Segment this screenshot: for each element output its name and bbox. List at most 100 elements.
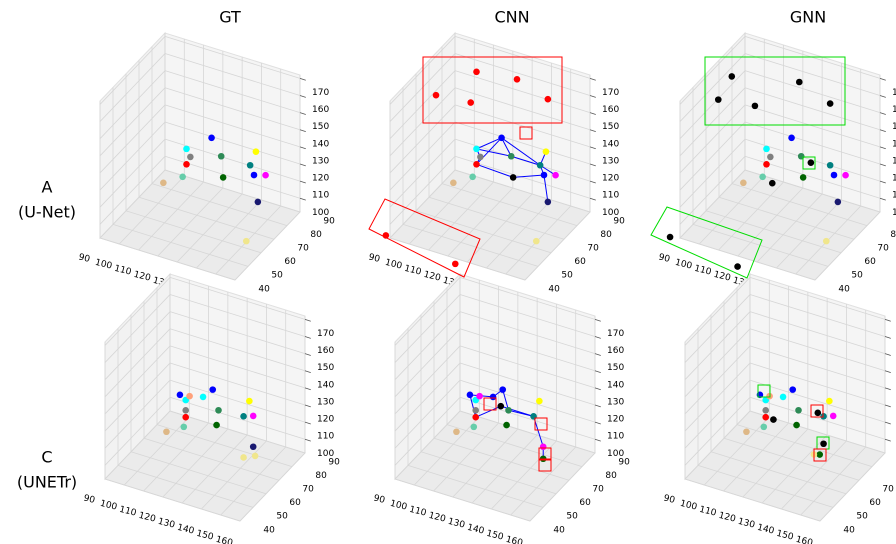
grid-line (684, 397, 751, 466)
z-tick-label: 170 (317, 329, 334, 339)
edge (513, 174, 545, 178)
x-tick-label: 160 (795, 535, 814, 544)
grid-line (684, 362, 751, 432)
grid-line (394, 362, 461, 432)
point (816, 451, 824, 458)
grid-line (169, 328, 306, 372)
tick-mark (299, 95, 306, 98)
grid-line (164, 36, 301, 79)
z-tick-label: 130 (317, 397, 334, 407)
panel: 9010011012013014015016040506070809010011… (657, 31, 896, 308)
grid-line (749, 328, 886, 372)
grid-line (684, 311, 751, 380)
x-tick-label: 110 (118, 505, 137, 519)
point (473, 68, 480, 76)
grid-line (162, 428, 229, 498)
grid-line (452, 428, 519, 498)
point (498, 134, 505, 142)
z-tick-label: 110 (602, 191, 619, 201)
z-tick-label: 160 (892, 105, 896, 115)
point (728, 73, 736, 80)
grid-line (169, 396, 306, 440)
grid-line (220, 446, 287, 516)
grid-line (164, 53, 301, 96)
z-tick-label: 140 (317, 380, 334, 390)
tick-mark (884, 353, 891, 356)
panel: 9010011012013014015016040506070809010011… (662, 272, 896, 544)
point (472, 413, 480, 421)
z-tick-label: 160 (602, 105, 619, 115)
grid-line (181, 434, 248, 504)
grid-line (143, 437, 280, 481)
tick-mark (884, 421, 891, 425)
grid-line (679, 104, 746, 174)
x-tick-label: 90 (662, 493, 676, 506)
z-tick-label: 100 (892, 208, 896, 218)
tick-mark (589, 78, 596, 81)
y-tick-label: 70 (587, 244, 599, 254)
highlight-box (534, 417, 548, 431)
point (544, 95, 552, 103)
point (252, 148, 260, 155)
grid-line (486, 199, 552, 269)
point (489, 393, 497, 401)
grid-line (196, 199, 262, 269)
point (250, 171, 258, 179)
point (797, 152, 805, 160)
grid-line (679, 156, 746, 225)
tick-mark (594, 370, 601, 373)
grid-line (731, 183, 868, 226)
z-tick-label: 110 (317, 432, 334, 442)
y-tick-label: 70 (592, 485, 604, 495)
grid-line (169, 277, 306, 320)
point (814, 409, 822, 417)
tick-mark (879, 95, 886, 98)
point (476, 392, 483, 400)
point (507, 152, 515, 160)
grid-line (143, 422, 209, 492)
point (467, 99, 475, 106)
grid-line (459, 328, 596, 372)
grid-line (705, 210, 842, 254)
point (795, 78, 803, 86)
point (499, 386, 507, 393)
point (793, 421, 800, 429)
point (768, 179, 776, 187)
grid-line (744, 87, 881, 131)
grid-line (819, 452, 886, 522)
grid-line (744, 70, 881, 114)
edge (502, 389, 509, 411)
z-tick-label: 100 (602, 208, 619, 218)
tick-mark (589, 163, 596, 167)
grid-line (123, 416, 190, 486)
point (505, 406, 512, 414)
point (799, 174, 807, 181)
x-tick-label: 150 (195, 529, 214, 543)
grid-line (684, 379, 751, 449)
grid-line (118, 175, 185, 245)
point (246, 397, 253, 405)
grid-line (710, 451, 847, 495)
tick-mark (589, 180, 596, 184)
grid-line (389, 156, 456, 225)
point (477, 153, 484, 161)
grid-line (104, 311, 171, 380)
grid-line (420, 451, 557, 495)
grid-line (679, 237, 816, 281)
point (826, 100, 834, 107)
grid-line (446, 424, 583, 467)
point (186, 392, 193, 400)
z-tick-label: 170 (607, 329, 624, 339)
grid-line (459, 345, 596, 389)
z-tick-label: 100 (607, 449, 624, 459)
grid-line (441, 183, 578, 226)
point (215, 406, 222, 414)
tick-mark (879, 163, 886, 167)
grid-line (749, 311, 886, 355)
grid-line (459, 311, 596, 355)
point (213, 421, 220, 429)
grid-line (104, 379, 171, 449)
grid-line (459, 294, 596, 337)
z-tick-label: 170 (892, 88, 896, 98)
y-tick-label: 40 (258, 284, 270, 294)
